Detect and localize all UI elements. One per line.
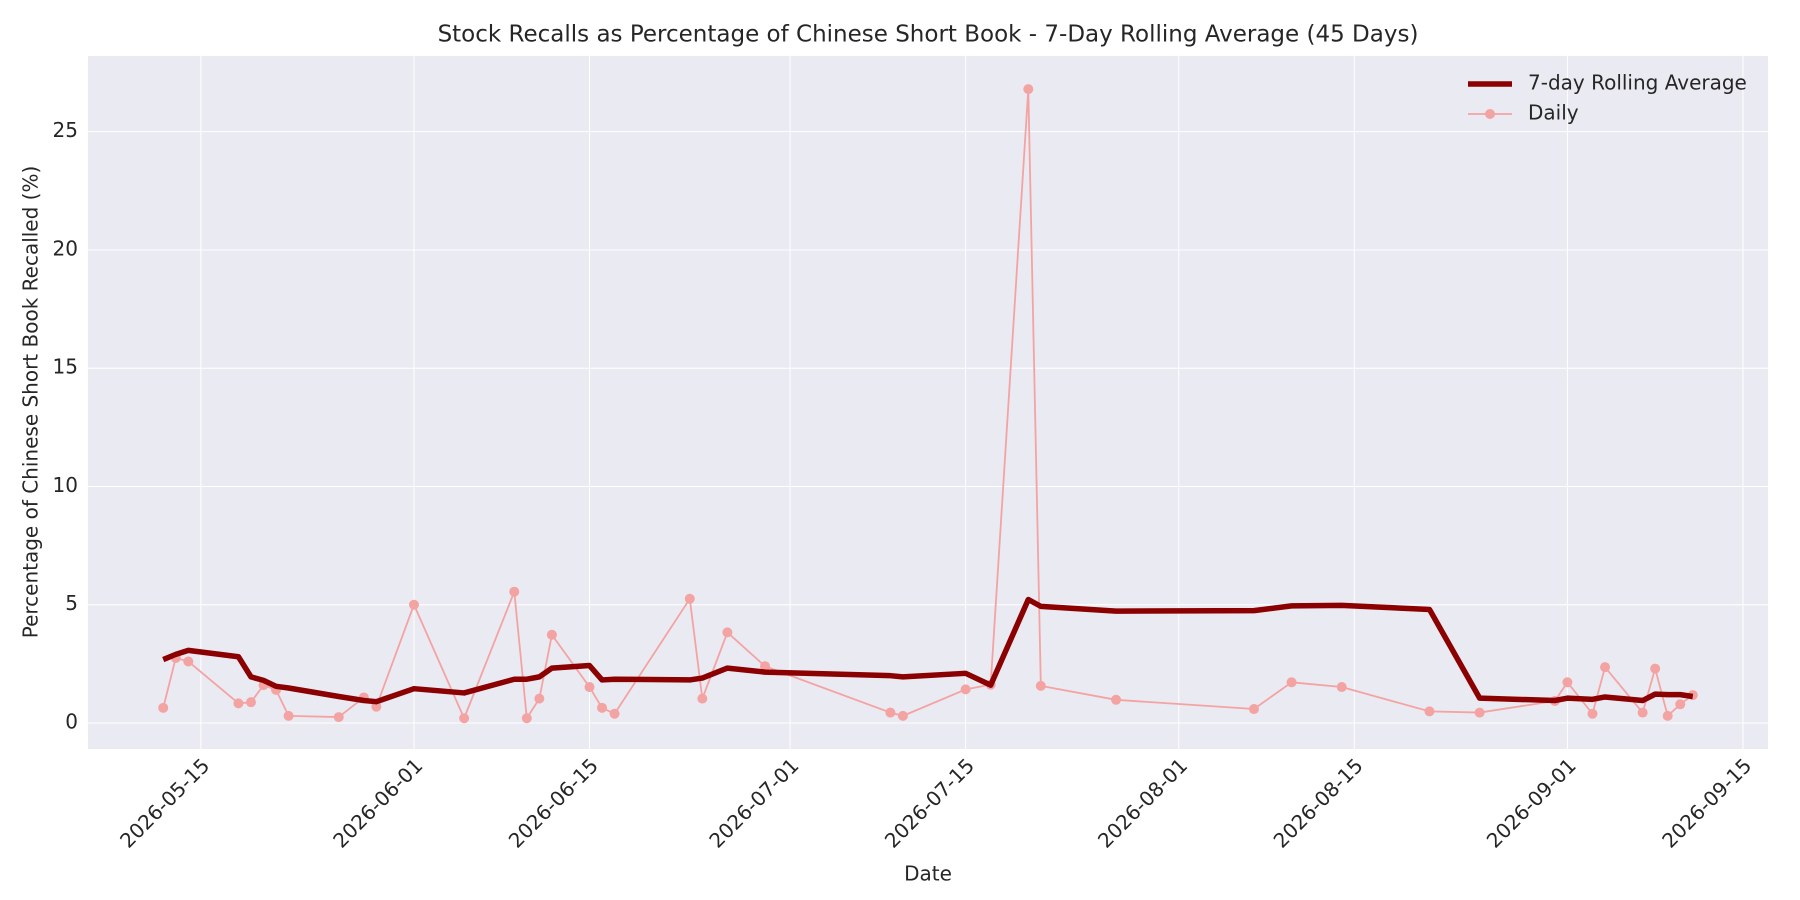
daily-point bbox=[1587, 708, 1598, 719]
chart-title: Stock Recalls as Percentage of Chinese S… bbox=[438, 22, 1419, 48]
daily-point bbox=[697, 693, 708, 704]
daily-point bbox=[897, 710, 908, 721]
daily-point bbox=[521, 713, 532, 724]
daily-point bbox=[1474, 707, 1485, 718]
daily-point bbox=[283, 710, 294, 721]
daily-point bbox=[183, 656, 194, 667]
daily-point bbox=[333, 712, 344, 723]
daily-point bbox=[1286, 677, 1297, 688]
y-tick-label: 10 bbox=[53, 473, 78, 497]
legend-label: Daily bbox=[1528, 101, 1579, 125]
daily-point bbox=[1650, 663, 1661, 674]
daily-point bbox=[1562, 677, 1573, 688]
daily-point bbox=[584, 682, 595, 693]
x-tick-label: 2026-06-01 bbox=[328, 753, 427, 852]
daily-point bbox=[1424, 706, 1435, 717]
x-axis-label: Date bbox=[904, 862, 952, 886]
legend-label: 7-day Rolling Average bbox=[1528, 71, 1747, 95]
daily-point bbox=[534, 693, 545, 704]
x-tick-label: 2026-09-01 bbox=[1482, 753, 1581, 852]
daily-point bbox=[233, 698, 244, 709]
daily-point bbox=[1023, 84, 1034, 95]
daily-point bbox=[1637, 707, 1648, 718]
daily-point bbox=[684, 593, 695, 604]
x-tick-label: 2026-09-15 bbox=[1657, 753, 1756, 852]
y-tick-label: 0 bbox=[65, 709, 78, 733]
y-axis-label: Percentage of Chinese Short Book Recalle… bbox=[19, 166, 43, 639]
x-tick-label: 2026-07-15 bbox=[880, 753, 979, 852]
y-tick-label: 15 bbox=[53, 355, 78, 379]
x-tick-label: 2026-08-15 bbox=[1269, 753, 1368, 852]
daily-point bbox=[1336, 682, 1347, 693]
daily-point bbox=[1675, 699, 1686, 710]
daily-point bbox=[158, 702, 169, 713]
daily-point bbox=[597, 702, 608, 713]
plot-area bbox=[88, 56, 1768, 749]
daily-point bbox=[1111, 694, 1122, 705]
daily-point bbox=[722, 627, 733, 638]
daily-point bbox=[1662, 710, 1673, 721]
daily-point bbox=[885, 707, 896, 718]
daily-point bbox=[245, 697, 256, 708]
x-tick-label: 2026-07-01 bbox=[704, 753, 803, 852]
rolling-average-line bbox=[162, 596, 1694, 705]
daily-point bbox=[1600, 662, 1611, 673]
x-tick-label: 2026-08-01 bbox=[1093, 753, 1192, 852]
daily-point bbox=[509, 586, 520, 597]
y-tick-label: 5 bbox=[65, 591, 78, 615]
daily-point bbox=[760, 661, 771, 672]
daily-point bbox=[609, 708, 620, 719]
y-tick-label: 25 bbox=[53, 118, 78, 142]
legend-marker bbox=[1485, 109, 1495, 119]
daily-point bbox=[1248, 704, 1259, 715]
daily-point bbox=[459, 713, 470, 724]
x-tick-label: 2026-05-15 bbox=[115, 753, 214, 852]
daily-point bbox=[408, 599, 419, 610]
daily-point bbox=[546, 629, 557, 640]
y-tick-label: 20 bbox=[53, 236, 78, 260]
daily-point bbox=[960, 684, 971, 695]
x-tick-label: 2026-06-15 bbox=[504, 753, 603, 852]
daily-point bbox=[1035, 680, 1046, 691]
